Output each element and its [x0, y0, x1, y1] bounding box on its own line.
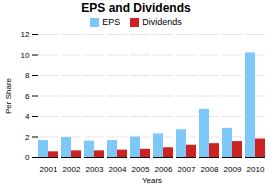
svg-text:8: 8: [25, 71, 30, 80]
svg-text:4: 4: [25, 112, 30, 121]
html-text:EPS and Dividends: EPS and Dividends: [81, 1, 191, 15]
svg-text:2002: 2002: [63, 165, 81, 174]
svg-text:2004: 2004: [109, 165, 127, 174]
html-text:Dividends: Dividends: [142, 17, 182, 27]
svg-text:2: 2: [25, 133, 30, 142]
svg-text:2006: 2006: [155, 165, 173, 174]
svg-text:2003: 2003: [86, 165, 104, 174]
svg-text:Years: Years: [142, 176, 162, 185]
html-text:EPS: EPS: [102, 17, 121, 27]
svg-text:6: 6: [25, 92, 30, 101]
svg-text:2007: 2007: [178, 165, 196, 174]
svg-text:Per Share: Per Share: [4, 77, 13, 114]
svg-text:10: 10: [21, 51, 30, 60]
svg-text:0: 0: [25, 153, 30, 162]
svg-text:2001: 2001: [40, 165, 58, 174]
svg-text:12: 12: [21, 30, 30, 39]
svg-text:2005: 2005: [132, 165, 150, 174]
svg-text:2008: 2008: [201, 165, 219, 174]
svg-text:2009: 2009: [224, 165, 242, 174]
svg-text:2010: 2010: [247, 165, 265, 174]
